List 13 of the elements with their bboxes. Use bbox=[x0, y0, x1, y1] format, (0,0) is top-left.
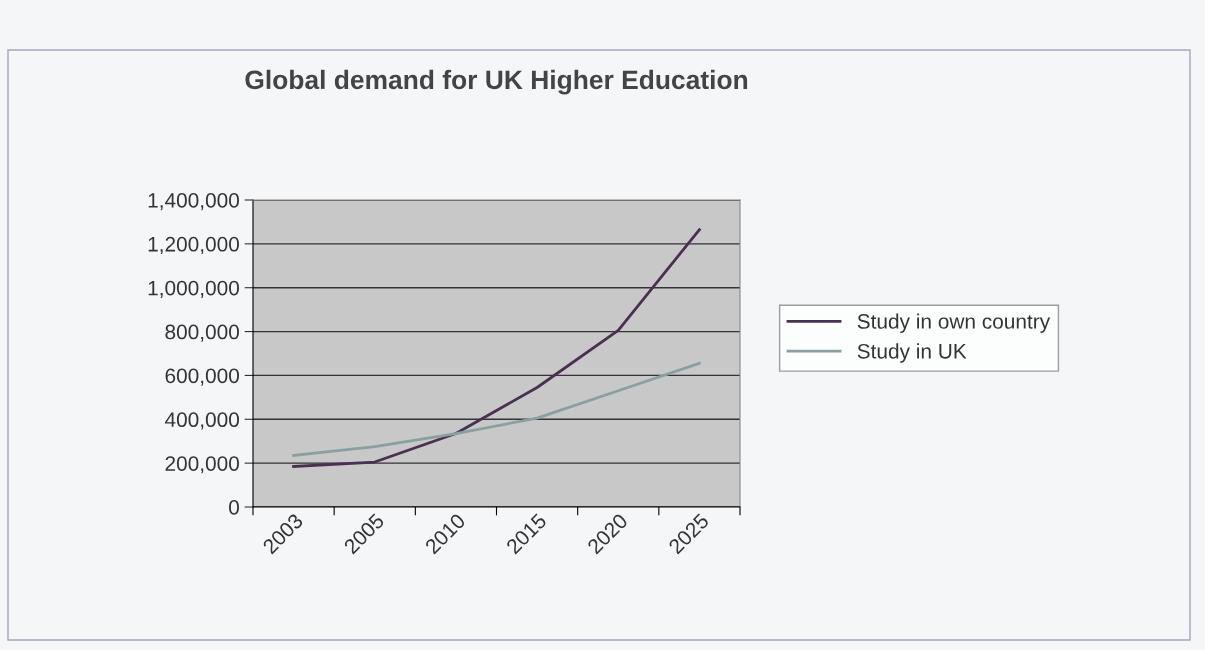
y-tick-label: 600,000 bbox=[165, 368, 239, 386]
y-tick-label: 1,200,000 bbox=[148, 236, 239, 255]
legend-label: Study in own country bbox=[857, 313, 1051, 333]
y-tick-label: 1,400,000 bbox=[148, 193, 239, 211]
chart-title: Global demand for UK Higher Education bbox=[245, 69, 748, 95]
legend-label: Study in UK bbox=[857, 343, 967, 363]
line-series bbox=[292, 361, 701, 457]
line-series bbox=[292, 228, 701, 468]
y-tick-label: 400,000 bbox=[164, 412, 239, 430]
y-tick-label: 800,000 bbox=[165, 324, 239, 342]
y-tick-label: 0 bbox=[229, 500, 239, 515]
y-tick-label: 200,000 bbox=[165, 456, 239, 474]
y-tick-label: 1,000,000 bbox=[148, 280, 239, 298]
